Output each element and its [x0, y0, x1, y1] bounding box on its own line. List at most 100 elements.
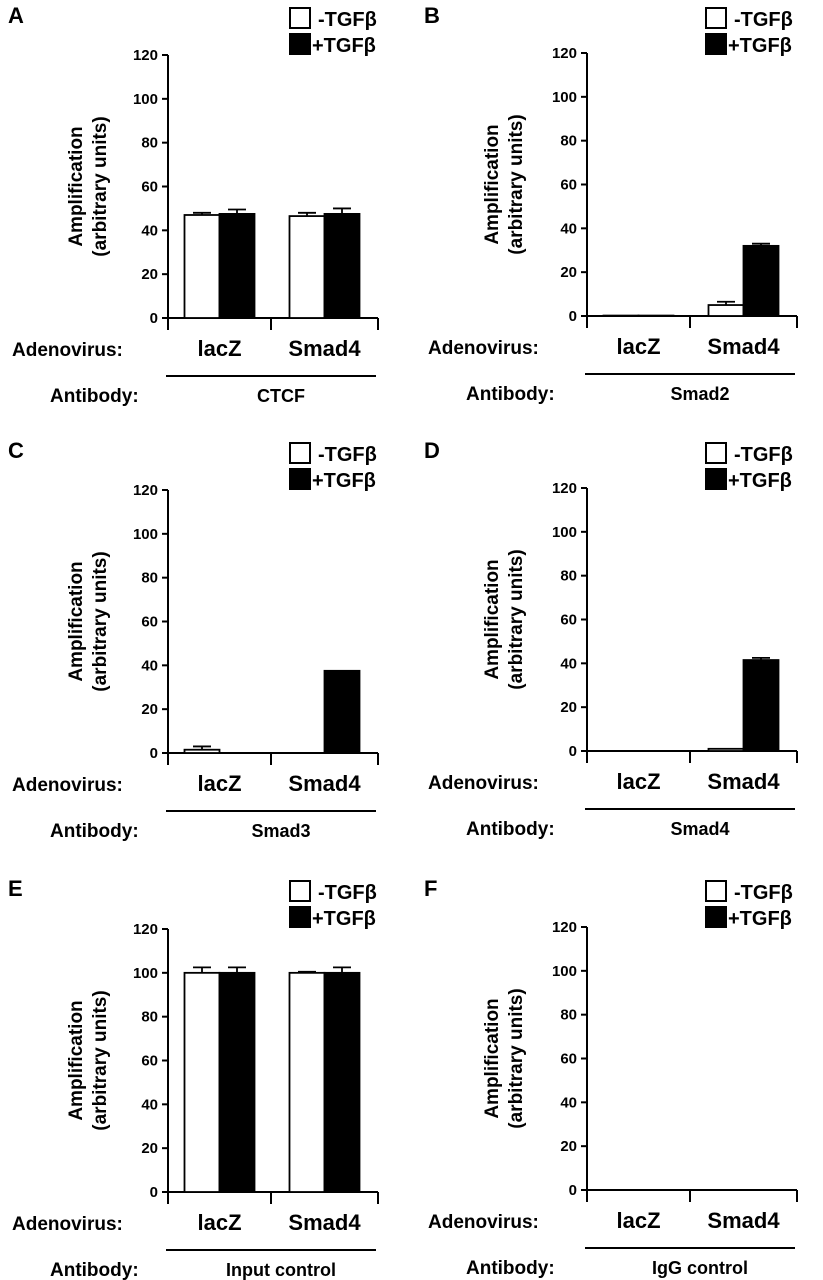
x-category-label: lacZ: [616, 1208, 660, 1233]
y-tick-label: 20: [560, 264, 577, 281]
adenovirus-label: Adenovirus:: [428, 1212, 539, 1233]
legend-swatch-plus: [289, 33, 311, 55]
legend-label-plus: +TGFβ: [312, 470, 376, 492]
panel-letter: C: [8, 438, 24, 463]
panel-e: E -TGFβ +TGFβ Amplification (arbitrary units…: [8, 876, 379, 1280]
legend-label-plus: +TGFβ: [728, 470, 792, 492]
y-tick-label: 60: [560, 612, 577, 629]
legend-swatch-minus: [705, 442, 727, 464]
legend-label-minus: -TGFβ: [318, 444, 377, 466]
x-category-label: Smad4: [288, 1210, 361, 1235]
panel-f: F -TGFβ +TGFβ Amplification (arbitrary units…: [424, 876, 798, 1279]
legend-swatch-plus: [705, 468, 727, 490]
panel-c: C -TGFβ +TGFβ Amplification (arbitrary units…: [8, 438, 379, 842]
antibody-name: Smad2: [670, 384, 729, 404]
y-tick-label: 100: [133, 91, 158, 108]
y-tick-label: 40: [560, 655, 577, 672]
legend-swatch-plus: [289, 468, 311, 490]
legend-swatch-minus: [289, 7, 311, 29]
panel-letter: A: [8, 3, 24, 28]
antibody-name: CTCF: [257, 386, 305, 406]
legend-swatch-minus: [289, 880, 311, 902]
y-tick-label: 80: [141, 1009, 158, 1026]
bar-plus-smad4: [323, 669, 361, 754]
y-axis-label-units: (arbitrary units): [90, 116, 111, 256]
antibody-label: Antibody:: [50, 1260, 139, 1280]
y-axis-label: Amplification: [482, 559, 503, 679]
y-tick-label: 40: [560, 1094, 577, 1111]
antibody-name: Smad4: [670, 819, 729, 839]
y-tick-label: 40: [141, 222, 158, 239]
bar-minus-smad4: [288, 215, 326, 319]
legend-swatch-minus: [705, 7, 727, 29]
y-axis-label: Amplification: [482, 124, 503, 244]
legend-label-plus: +TGFβ: [728, 908, 792, 930]
y-tick-label: 60: [560, 177, 577, 194]
panel-letter: F: [424, 876, 437, 901]
y-tick-label: 0: [569, 743, 577, 760]
y-axis-label: Amplification: [482, 998, 503, 1118]
y-tick-label: 0: [150, 745, 158, 762]
adenovirus-label: Adenovirus:: [12, 340, 123, 361]
legend-label-plus: +TGFβ: [312, 35, 376, 57]
x-category-label: Smad4: [288, 336, 361, 361]
bar-minus-lacz: [183, 214, 221, 319]
legend-label-minus: -TGFβ: [318, 882, 377, 904]
y-tick-label: 100: [552, 89, 577, 106]
panel-letter: E: [8, 876, 23, 901]
antibody-label: Antibody:: [466, 1258, 555, 1279]
bar-minus-smad4: [288, 971, 326, 1193]
bar-minus-lacz: [183, 748, 221, 754]
y-tick-label: 100: [133, 965, 158, 982]
y-tick-label: 20: [141, 266, 158, 283]
y-tick-label: 120: [552, 45, 577, 62]
legend-label-plus: +TGFβ: [728, 35, 792, 57]
y-axis-label-units: (arbitrary units): [90, 990, 111, 1130]
x-category-label: lacZ: [197, 771, 241, 796]
bar-minus-smad4: [707, 304, 745, 317]
y-tick-label: 80: [141, 135, 158, 152]
y-tick-label: 60: [141, 1053, 158, 1070]
panel-a: A -TGFβ +TGFβ Amplification (arbitrary units…: [8, 3, 379, 407]
y-tick-label: 20: [560, 1138, 577, 1155]
antibody-label: Antibody:: [466, 384, 555, 405]
y-axis-label-units: (arbitrary units): [90, 551, 111, 691]
y-tick-label: 120: [133, 482, 158, 499]
y-tick-label: 80: [560, 1007, 577, 1024]
bar-plus-lacz: [218, 212, 256, 319]
bar-plus-lacz: [218, 971, 256, 1193]
x-category-label: Smad4: [707, 769, 780, 794]
panel-b: B -TGFβ +TGFβ Amplification (arbitrary units…: [424, 3, 798, 405]
legend-swatch-minus: [705, 880, 727, 902]
legend-swatch-plus: [705, 33, 727, 55]
y-tick-label: 0: [569, 1182, 577, 1199]
adenovirus-label: Adenovirus:: [428, 773, 539, 794]
y-tick-label: 100: [552, 963, 577, 980]
y-tick-label: 40: [141, 657, 158, 674]
antibody-label: Antibody:: [50, 821, 139, 842]
y-tick-label: 80: [560, 568, 577, 585]
y-tick-label: 60: [141, 614, 158, 631]
bar-minus-lacz: [183, 971, 221, 1193]
adenovirus-label: Adenovirus:: [12, 1214, 123, 1235]
legend-label-minus: -TGFβ: [734, 444, 793, 466]
y-axis-label-units: (arbitrary units): [506, 549, 527, 689]
legend-swatch-plus: [705, 906, 727, 928]
y-tick-label: 40: [560, 220, 577, 237]
y-tick-label: 0: [150, 310, 158, 327]
panel-d: D -TGFβ +TGFβ Amplification (arbitrary units…: [424, 438, 798, 840]
y-axis-label-units: (arbitrary units): [506, 114, 527, 254]
antibody-name: Smad3: [251, 821, 310, 841]
legend-label-plus: +TGFβ: [312, 908, 376, 930]
bar-plus-smad4: [742, 244, 780, 317]
legend-swatch-minus: [289, 442, 311, 464]
bar-plus-smad4: [323, 971, 361, 1193]
y-axis-label: Amplification: [66, 1000, 87, 1120]
adenovirus-label: Adenovirus:: [428, 338, 539, 359]
antibody-name: IgG control: [652, 1258, 748, 1278]
y-tick-label: 60: [141, 179, 158, 196]
y-tick-label: 80: [141, 570, 158, 587]
y-tick-label: 120: [133, 921, 158, 938]
y-tick-label: 120: [552, 480, 577, 497]
